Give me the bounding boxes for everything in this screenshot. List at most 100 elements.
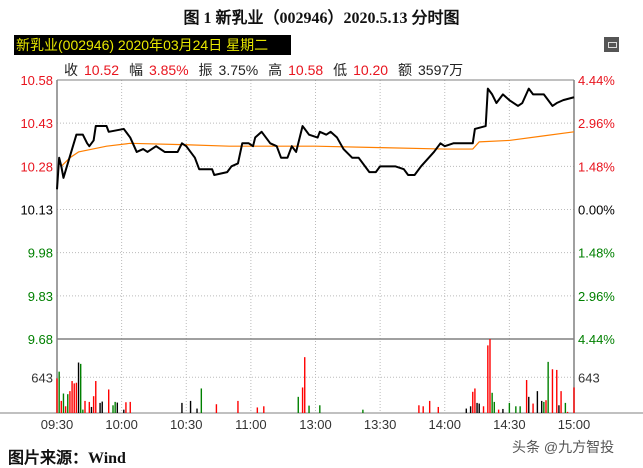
volume-bar xyxy=(525,380,528,413)
y-tick-left: 9.98 xyxy=(28,246,53,261)
volume-bar xyxy=(536,391,539,413)
volume-bar xyxy=(493,401,495,413)
y-tick-left: 9.83 xyxy=(28,289,53,304)
x-tick: 11:00 xyxy=(235,417,267,432)
volume-bar xyxy=(532,403,534,413)
y-tick-right: 4.44% xyxy=(578,73,615,88)
volume-bar xyxy=(540,400,543,413)
volume-bar xyxy=(67,394,69,413)
price-line xyxy=(56,87,575,190)
low-value: 10.20 xyxy=(353,62,389,78)
y-tick-right: 0.00% xyxy=(578,203,615,218)
volume-bar xyxy=(437,406,439,413)
close-label: 收 xyxy=(64,62,78,78)
amount-value: 3597万 xyxy=(418,62,464,78)
high-value: 10.58 xyxy=(288,62,324,78)
average-price-line xyxy=(60,131,575,167)
x-tick: 13:00 xyxy=(299,417,332,432)
x-tick: 09:30 xyxy=(41,417,74,432)
volume-bar xyxy=(95,381,97,413)
stock-header: 新乳业(002946) 2020年03月24日 星期二 xyxy=(14,35,291,55)
volume-bar xyxy=(497,409,500,413)
volume-bar xyxy=(469,406,472,413)
volume-bar xyxy=(64,406,67,413)
volume-bar xyxy=(297,396,299,413)
x-tick: 10:30 xyxy=(170,417,203,432)
volume-bar xyxy=(422,406,424,413)
volume-bar xyxy=(60,400,63,413)
volume-bar xyxy=(189,400,192,413)
volume-bar xyxy=(528,396,530,413)
volume-bar xyxy=(82,409,84,413)
y-tick-left: 10.43 xyxy=(20,116,53,131)
volume-bar xyxy=(491,392,493,413)
change-label: 幅 xyxy=(128,62,143,78)
volume-bar xyxy=(543,401,545,413)
window-restore-icon[interactable] xyxy=(604,37,619,52)
volume-bar xyxy=(362,409,364,413)
volume-bar xyxy=(319,405,321,413)
amplitude-value: 3.75% xyxy=(218,62,259,78)
volume-tick-right: 643 xyxy=(578,370,600,385)
high-label: 高 xyxy=(268,62,283,78)
y-tick-right: 2.96% xyxy=(578,289,615,304)
volume-bar xyxy=(547,361,549,413)
volume-bar xyxy=(545,400,547,413)
volume-bar xyxy=(573,387,575,413)
figure-title: 图 1 新乳业（002946）2020.5.13 分时图 xyxy=(183,10,460,27)
volume-bar xyxy=(215,404,218,413)
volume-bar xyxy=(200,388,203,413)
volume-bar xyxy=(196,408,198,413)
volume-bar xyxy=(472,391,474,413)
volume-bar xyxy=(489,339,491,413)
y-tick-left: 10.28 xyxy=(20,159,53,174)
low-label: 低 xyxy=(333,62,348,78)
volume-bar xyxy=(77,362,80,413)
volume-bar xyxy=(566,411,569,413)
volume-bar xyxy=(476,402,478,413)
volume-bar xyxy=(58,371,60,413)
y-tick-right: 4.44% xyxy=(578,332,615,347)
volume-bar xyxy=(123,409,125,413)
volume-bar xyxy=(487,345,489,413)
volume-bar xyxy=(116,402,119,413)
volume-bar xyxy=(263,406,265,413)
volume-bar xyxy=(556,369,558,413)
amplitude-label: 振 xyxy=(198,62,213,78)
volume-bar xyxy=(519,406,521,413)
y-tick-right: 1.48% xyxy=(578,159,615,174)
volume-bar xyxy=(256,407,259,413)
change-value: 3.85% xyxy=(148,62,189,78)
x-tick: 10:00 xyxy=(105,417,138,432)
y-tick-right: 2.96% xyxy=(578,116,615,131)
volume-bar xyxy=(301,387,304,413)
volume-bar xyxy=(304,357,306,413)
volume-bar xyxy=(508,402,511,413)
volume-bar xyxy=(129,401,131,413)
volume-bar xyxy=(112,405,114,413)
volume-bar xyxy=(73,383,75,413)
amount-label: 额 xyxy=(398,62,412,78)
volume-bar xyxy=(101,401,103,413)
volume-bar xyxy=(474,388,476,413)
volume-bar xyxy=(99,402,101,413)
volume-bar xyxy=(92,396,95,413)
y-tick-left: 10.58 xyxy=(20,73,53,88)
volume-bar xyxy=(69,391,71,413)
volume-bar xyxy=(515,406,517,413)
volume-bar xyxy=(418,405,420,413)
volume-tick-left: 643 xyxy=(31,370,53,385)
volume-bar xyxy=(62,393,65,413)
volume-bar xyxy=(125,402,127,413)
volume-bar xyxy=(478,403,480,413)
source-note: 图片来源：Wind xyxy=(8,450,126,467)
volume-bar xyxy=(88,401,91,413)
volume-bar xyxy=(108,389,110,413)
close-value: 10.52 xyxy=(84,62,120,78)
volume-bar xyxy=(181,402,183,413)
x-tick: 14:30 xyxy=(493,417,526,432)
y-tick-right: 1.48% xyxy=(578,246,615,261)
volume-bar xyxy=(114,401,116,413)
